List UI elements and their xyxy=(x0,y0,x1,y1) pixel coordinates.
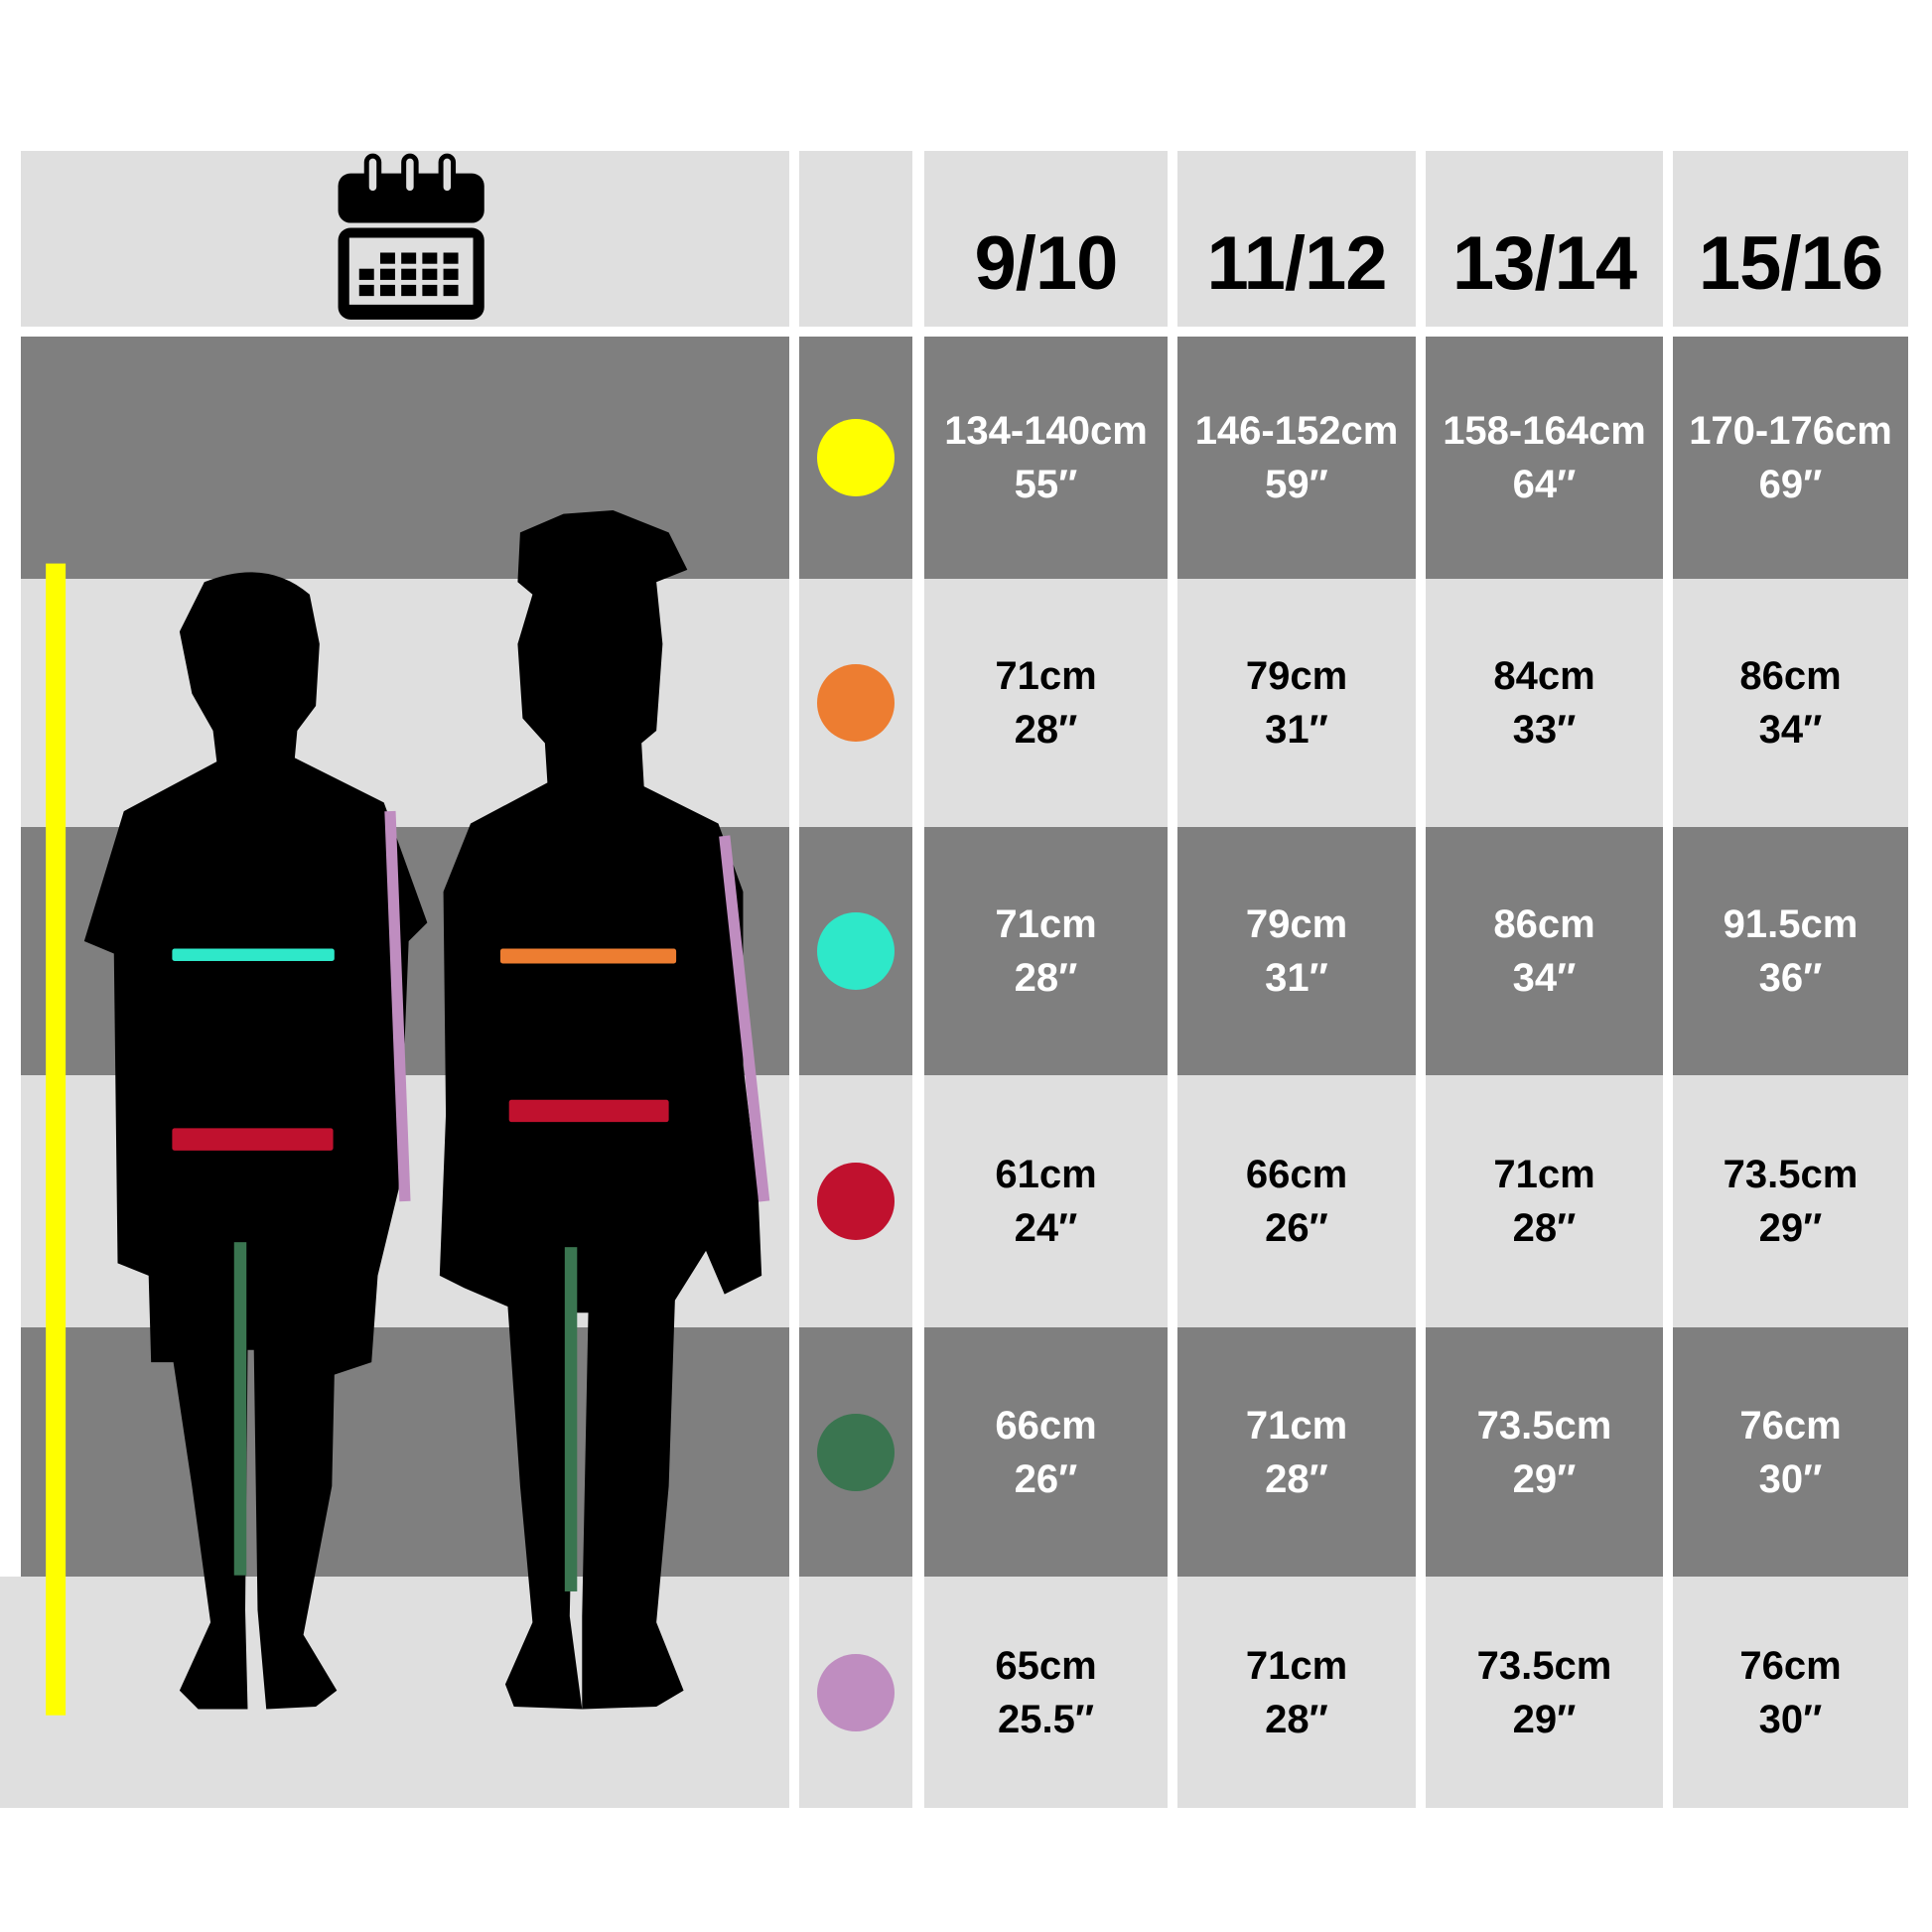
value-inches: 59″ xyxy=(1265,463,1328,506)
value-cm: 146-152cm xyxy=(1194,409,1399,453)
value-cm: 79cm xyxy=(1245,902,1348,946)
table-cell: 76cm 30″ xyxy=(1673,1577,1908,1808)
header-size-3: 15/16 xyxy=(1673,151,1908,327)
value-cm: 71cm xyxy=(1245,1643,1348,1688)
value-inches: 34″ xyxy=(1758,708,1823,752)
table-cell: 66cm 26″ xyxy=(924,1327,1168,1577)
value-inches: 25.5″ xyxy=(997,1697,1094,1741)
value-inches: 33″ xyxy=(1512,708,1577,752)
value-cm: 65cm xyxy=(995,1643,1097,1688)
table-cell: 61cm 24″ xyxy=(924,1075,1168,1327)
table-cell: 86cm 34″ xyxy=(1426,827,1663,1075)
value-inches: 29″ xyxy=(1512,1456,1577,1501)
measure-color-dot xyxy=(817,912,895,990)
measure-key-cell xyxy=(799,1577,912,1808)
table-cell: 71cm 28″ xyxy=(924,579,1168,827)
value-cm: 76cm xyxy=(1739,1643,1842,1688)
header-size-2: 13/14 xyxy=(1426,151,1663,327)
value-cm: 73.5cm xyxy=(1476,1403,1612,1448)
value-inches: 29″ xyxy=(1758,1206,1823,1250)
size-label: 15/16 xyxy=(1698,221,1883,306)
value-inches: 28″ xyxy=(1014,956,1078,1000)
value-inches: 30″ xyxy=(1758,1697,1823,1741)
value-inches: 34″ xyxy=(1512,956,1577,1000)
table-cell: 71cm 28″ xyxy=(1177,1577,1416,1808)
value-cm: 84cm xyxy=(1493,654,1595,698)
measure-color-dot xyxy=(817,1163,895,1240)
value-inches: 69″ xyxy=(1758,463,1823,506)
value-cm: 71cm xyxy=(995,654,1097,698)
value-inches: 24″ xyxy=(1014,1206,1078,1250)
table-cell: 73.5cm 29″ xyxy=(1426,1577,1663,1808)
value-cm: 66cm xyxy=(995,1403,1097,1448)
size-label: 9/10 xyxy=(974,221,1119,306)
table-cell: 71cm 28″ xyxy=(1177,1327,1416,1577)
height-measure-bar xyxy=(46,563,67,1716)
value-inches: 64″ xyxy=(1512,463,1577,506)
value-inches: 36″ xyxy=(1758,956,1823,1000)
measure-color-dot xyxy=(817,1413,895,1491)
measure-key-cell xyxy=(799,827,912,1075)
value-cm: 71cm xyxy=(1245,1403,1348,1448)
table-cell: 73.5cm 29″ xyxy=(1426,1327,1663,1577)
table-cell: 84cm 33″ xyxy=(1426,579,1663,827)
value-cm: 158-164cm xyxy=(1443,409,1646,453)
table-cell: 76cm 30″ xyxy=(1673,1327,1908,1577)
value-cm: 170-176cm xyxy=(1689,409,1892,453)
value-inches: 31″ xyxy=(1265,708,1328,752)
measure-key-cell xyxy=(799,579,912,827)
table-cell: 66cm 26″ xyxy=(1177,1075,1416,1327)
value-cm: 86cm xyxy=(1739,654,1842,698)
measure-color-dot xyxy=(817,664,895,742)
measurement-lines xyxy=(172,810,770,1591)
table-cell: 170-176cm 69″ xyxy=(1673,337,1908,579)
value-inches: 30″ xyxy=(1758,1456,1823,1501)
measure-color-dot xyxy=(817,419,895,496)
value-inches: 28″ xyxy=(1265,1456,1328,1501)
table-cell: 71cm 28″ xyxy=(1426,1075,1663,1327)
header-size-1: 11/12 xyxy=(1177,151,1416,327)
measure-color-dot xyxy=(817,1653,895,1731)
value-cm: 79cm xyxy=(1245,654,1348,698)
value-cm: 71cm xyxy=(1493,1153,1595,1196)
size-label: 13/14 xyxy=(1451,221,1637,306)
calendar-icon xyxy=(338,153,484,320)
table-cell: 65cm 25.5″ xyxy=(924,1577,1168,1808)
value-cm: 76cm xyxy=(1739,1403,1842,1448)
value-inches: 26″ xyxy=(1014,1456,1078,1501)
measure-key-cell xyxy=(799,1075,912,1327)
table-cell: 86cm 34″ xyxy=(1673,579,1908,827)
table-cell: 146-152cm 59″ xyxy=(1177,337,1416,579)
size-label: 11/12 xyxy=(1206,221,1388,306)
value-cm: 86cm xyxy=(1493,902,1595,946)
value-inches: 28″ xyxy=(1014,708,1078,752)
value-cm: 91.5cm xyxy=(1723,902,1859,946)
value-inches: 55″ xyxy=(1014,463,1078,506)
figure-panel-band xyxy=(21,579,789,827)
value-inches: 28″ xyxy=(1265,1697,1328,1741)
measure-key-cell xyxy=(799,1327,912,1577)
value-cm: 71cm xyxy=(995,902,1097,946)
header-blank-cell xyxy=(799,151,912,327)
value-inches: 28″ xyxy=(1512,1206,1577,1250)
value-cm: 134-140cm xyxy=(944,409,1148,453)
value-cm: 66cm xyxy=(1245,1153,1348,1196)
value-inches: 26″ xyxy=(1265,1206,1328,1250)
value-inches: 29″ xyxy=(1512,1697,1577,1741)
value-cm: 73.5cm xyxy=(1723,1153,1859,1196)
measure-key-cell xyxy=(799,337,912,579)
table-cell: 79cm 31″ xyxy=(1177,579,1416,827)
table-cell: 158-164cm 64″ xyxy=(1426,337,1663,579)
header-size-0: 9/10 xyxy=(924,151,1168,327)
value-cm: 73.5cm xyxy=(1476,1643,1612,1688)
value-inches: 31″ xyxy=(1265,956,1328,1000)
value-cm: 61cm xyxy=(995,1153,1097,1196)
table-cell: 91.5cm 36″ xyxy=(1673,827,1908,1075)
table-cell: 134-140cm 55″ xyxy=(924,337,1168,579)
table-cell: 73.5cm 29″ xyxy=(1673,1075,1908,1327)
table-cell: 79cm 31″ xyxy=(1177,827,1416,1075)
table-cell: 71cm 28″ xyxy=(924,827,1168,1075)
